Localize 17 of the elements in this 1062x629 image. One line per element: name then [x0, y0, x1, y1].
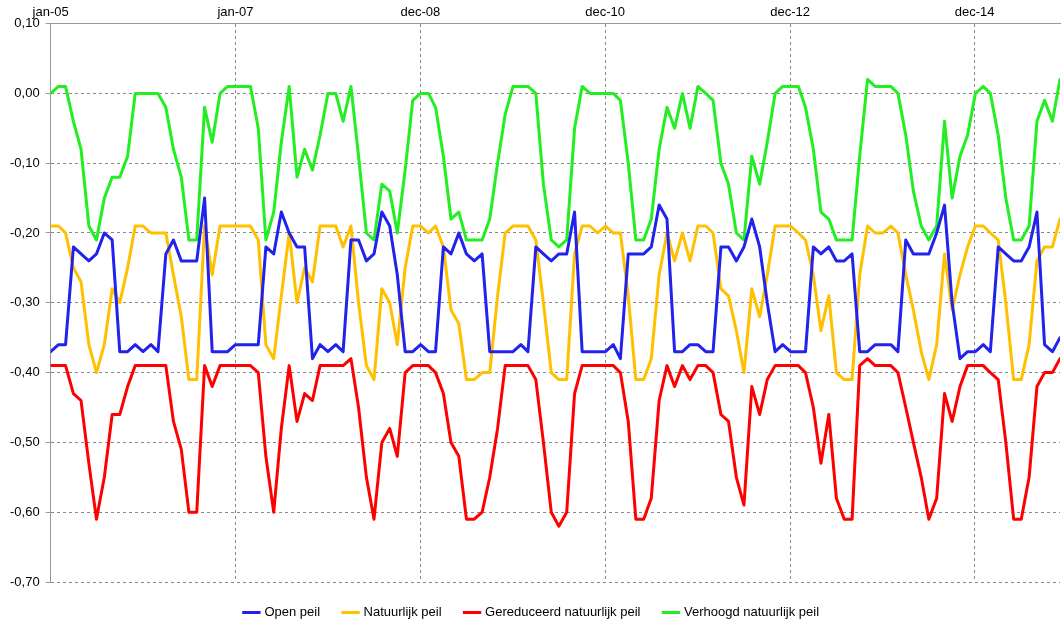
y-tick-label: -0,20: [9, 224, 40, 240]
legend-label: Natuurlijk peil: [363, 604, 442, 620]
y-tick-label: -0,50: [9, 433, 40, 449]
y-tick-label: -0,70: [9, 573, 40, 589]
x-tick-label: dec-10: [585, 4, 626, 20]
x-tick-label: dec-14: [954, 4, 995, 20]
y-tick-label: -0,10: [9, 154, 40, 170]
y-tick-label: -0,30: [9, 294, 40, 310]
x-tick-label: jan-07: [216, 4, 254, 20]
y-tick-label: -0,40: [9, 364, 40, 380]
legend-label: Open peil: [264, 604, 321, 620]
y-tick-label: -0,60: [9, 503, 40, 519]
legend-label: Gereduceerd natuurlijk peil: [485, 604, 641, 620]
legend-label: Verhoogd natuurlijk peil: [683, 604, 820, 620]
x-tick-label: dec-12: [770, 4, 810, 20]
x-tick-label: dec-08: [400, 4, 441, 20]
y-tick-label: 0,00: [14, 84, 40, 100]
